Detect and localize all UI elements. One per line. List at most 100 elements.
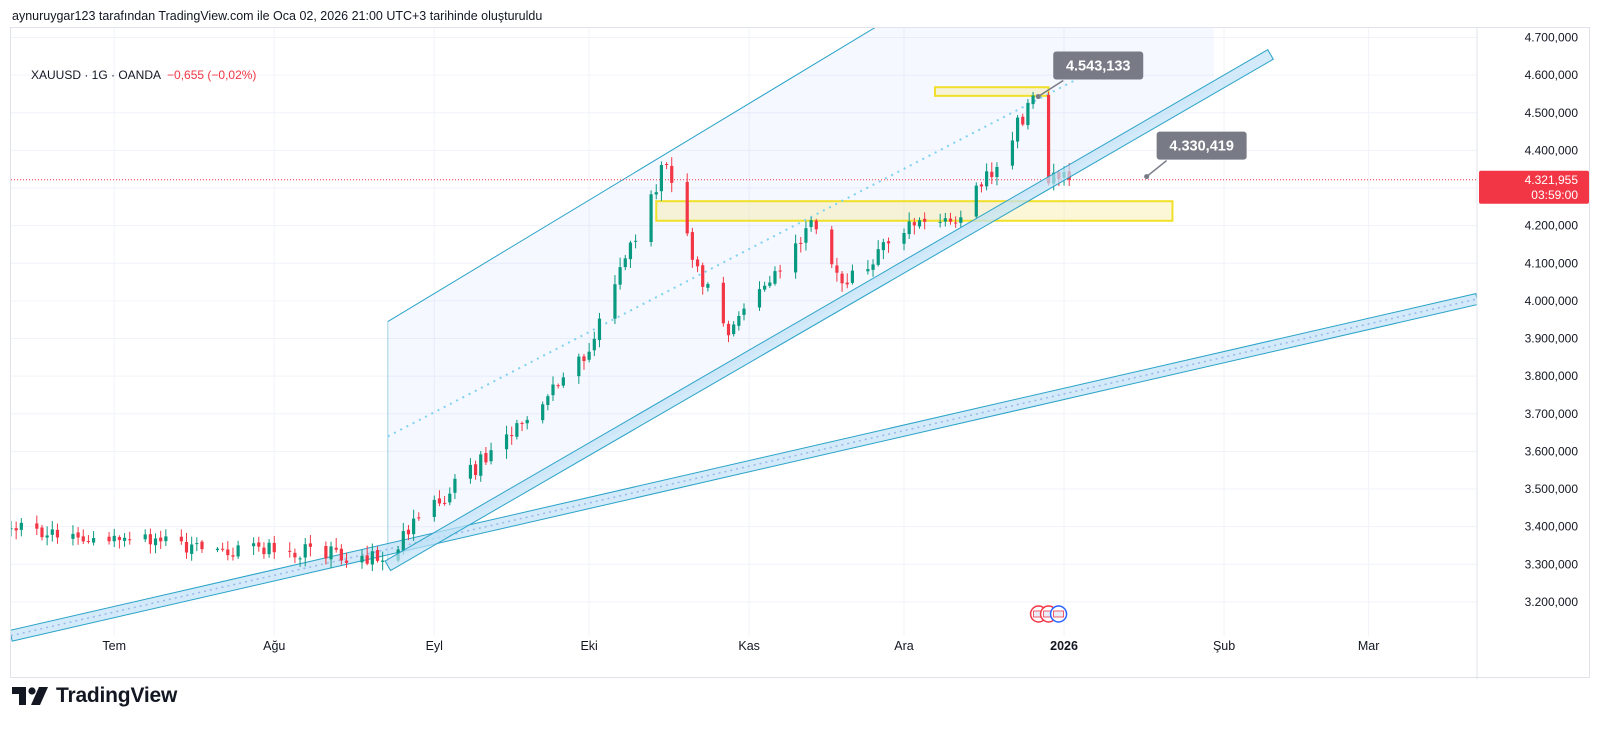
candle-body [267, 542, 271, 555]
candle-body [308, 543, 312, 547]
candle-body [809, 220, 813, 228]
price-tick-label: 3.400,000 [1525, 520, 1579, 534]
candle-body [917, 220, 922, 227]
candle-body [14, 528, 18, 531]
callout-anchor [1035, 94, 1041, 100]
candle-body [628, 242, 633, 260]
candle-body [86, 540, 91, 542]
candle-body [995, 166, 999, 178]
candle-body [948, 218, 953, 222]
candle-body [252, 543, 256, 547]
candle-body [184, 541, 189, 553]
candle-body [979, 184, 984, 187]
candle-body [479, 454, 483, 476]
candle-body [221, 548, 225, 550]
candle-body [262, 547, 266, 555]
candle-body [623, 258, 627, 268]
candle-body [272, 542, 276, 553]
candle-body [701, 265, 705, 287]
candle-body [195, 543, 199, 545]
candle-body [55, 529, 60, 538]
candle-body [468, 464, 473, 479]
price-tick-label: 3.700,000 [1525, 407, 1579, 421]
candle-body [685, 181, 689, 234]
candle-body [799, 242, 803, 245]
candle-body [298, 558, 302, 560]
candle-body [654, 192, 658, 195]
candle-body [737, 315, 741, 326]
candle-body [525, 419, 529, 424]
candle-body [45, 535, 49, 538]
candle-body [344, 560, 349, 563]
change-value: −0,655 (−0,02%) [167, 68, 257, 82]
candle-body [1046, 94, 1051, 184]
price-chart[interactable]: 4.700,0004.600,0004.500,0004.400,0004.30… [11, 28, 1591, 679]
drawing-overlay[interactable] [384, 49, 1274, 572]
price-axis[interactable]: 4.700,0004.600,0004.500,0004.400,0004.30… [1476, 28, 1579, 679]
candle-body [143, 534, 147, 540]
candle-body [324, 545, 328, 559]
symbol-label[interactable]: XAUUSD · 1G · OANDA [31, 68, 162, 82]
drawing-layer[interactable] [11, 28, 1478, 642]
candle-body [726, 323, 731, 336]
candle-body [835, 265, 839, 273]
candle-body [112, 535, 116, 542]
candle-body [912, 222, 916, 226]
candle-body [659, 165, 664, 192]
symbol-legend[interactable]: XAUUSD · 1G · OANDA −0,655 (−0,02%) [31, 68, 256, 82]
candle-body [886, 241, 891, 244]
candle-body [19, 522, 23, 530]
callout-pointer [1037, 79, 1064, 98]
price-tick-label: 3.900,000 [1525, 332, 1579, 346]
candle-body [375, 550, 380, 561]
candle-body [613, 284, 617, 319]
candle-body [990, 171, 994, 178]
candle-body [40, 527, 44, 538]
candle-body [489, 450, 493, 462]
price-tick-label: 4.000,000 [1525, 294, 1579, 308]
candle-body [365, 555, 369, 564]
candle-body [706, 284, 710, 288]
candle-body [943, 218, 947, 222]
candle-body [432, 499, 436, 517]
candle-body [200, 541, 204, 550]
price-tick-label: 4.500,000 [1525, 106, 1579, 120]
time-tick-label: Eyl [426, 639, 443, 653]
candle-body [923, 218, 927, 222]
candle-body [551, 384, 555, 396]
candle-body [226, 549, 230, 556]
price-callout [1156, 131, 1247, 160]
candle-body [830, 229, 834, 265]
candle-body [866, 269, 870, 272]
candle-body [985, 171, 989, 187]
candle-body [236, 545, 240, 557]
time-tick-label: Ara [894, 639, 914, 653]
price-tick-label: 4.600,000 [1525, 68, 1579, 82]
candle-body [406, 529, 411, 535]
price-tick-label: 3.500,000 [1525, 482, 1579, 496]
candle-body [845, 282, 849, 285]
time-axis[interactable]: Tem Ağu Eyl Eki Kas Ara 2026 Şub Mar [11, 639, 1477, 653]
brand[interactable]: TradingView [12, 684, 177, 708]
candle-body [768, 282, 772, 286]
price-callout-label: 4.543,133 [1066, 59, 1131, 75]
candle-body [1015, 117, 1020, 142]
candle-body [757, 289, 762, 308]
candle-body [649, 194, 653, 242]
candle-body [443, 502, 447, 504]
candle-body [633, 240, 638, 242]
time-tick-label: Tem [102, 639, 126, 653]
candle-body [618, 267, 622, 285]
candle-body [510, 435, 514, 437]
candle-body [881, 242, 885, 251]
candle-body [293, 552, 297, 558]
candle-body [339, 548, 343, 561]
candle-body [974, 185, 978, 217]
candle-body [959, 217, 963, 223]
candle-body [546, 396, 550, 406]
time-tick-label: Şub [1213, 639, 1235, 653]
grid-lines [11, 28, 1477, 636]
chart-pane[interactable]: 4.700,0004.600,0004.500,0004.400,0004.30… [10, 27, 1591, 679]
candle-body [840, 273, 844, 284]
